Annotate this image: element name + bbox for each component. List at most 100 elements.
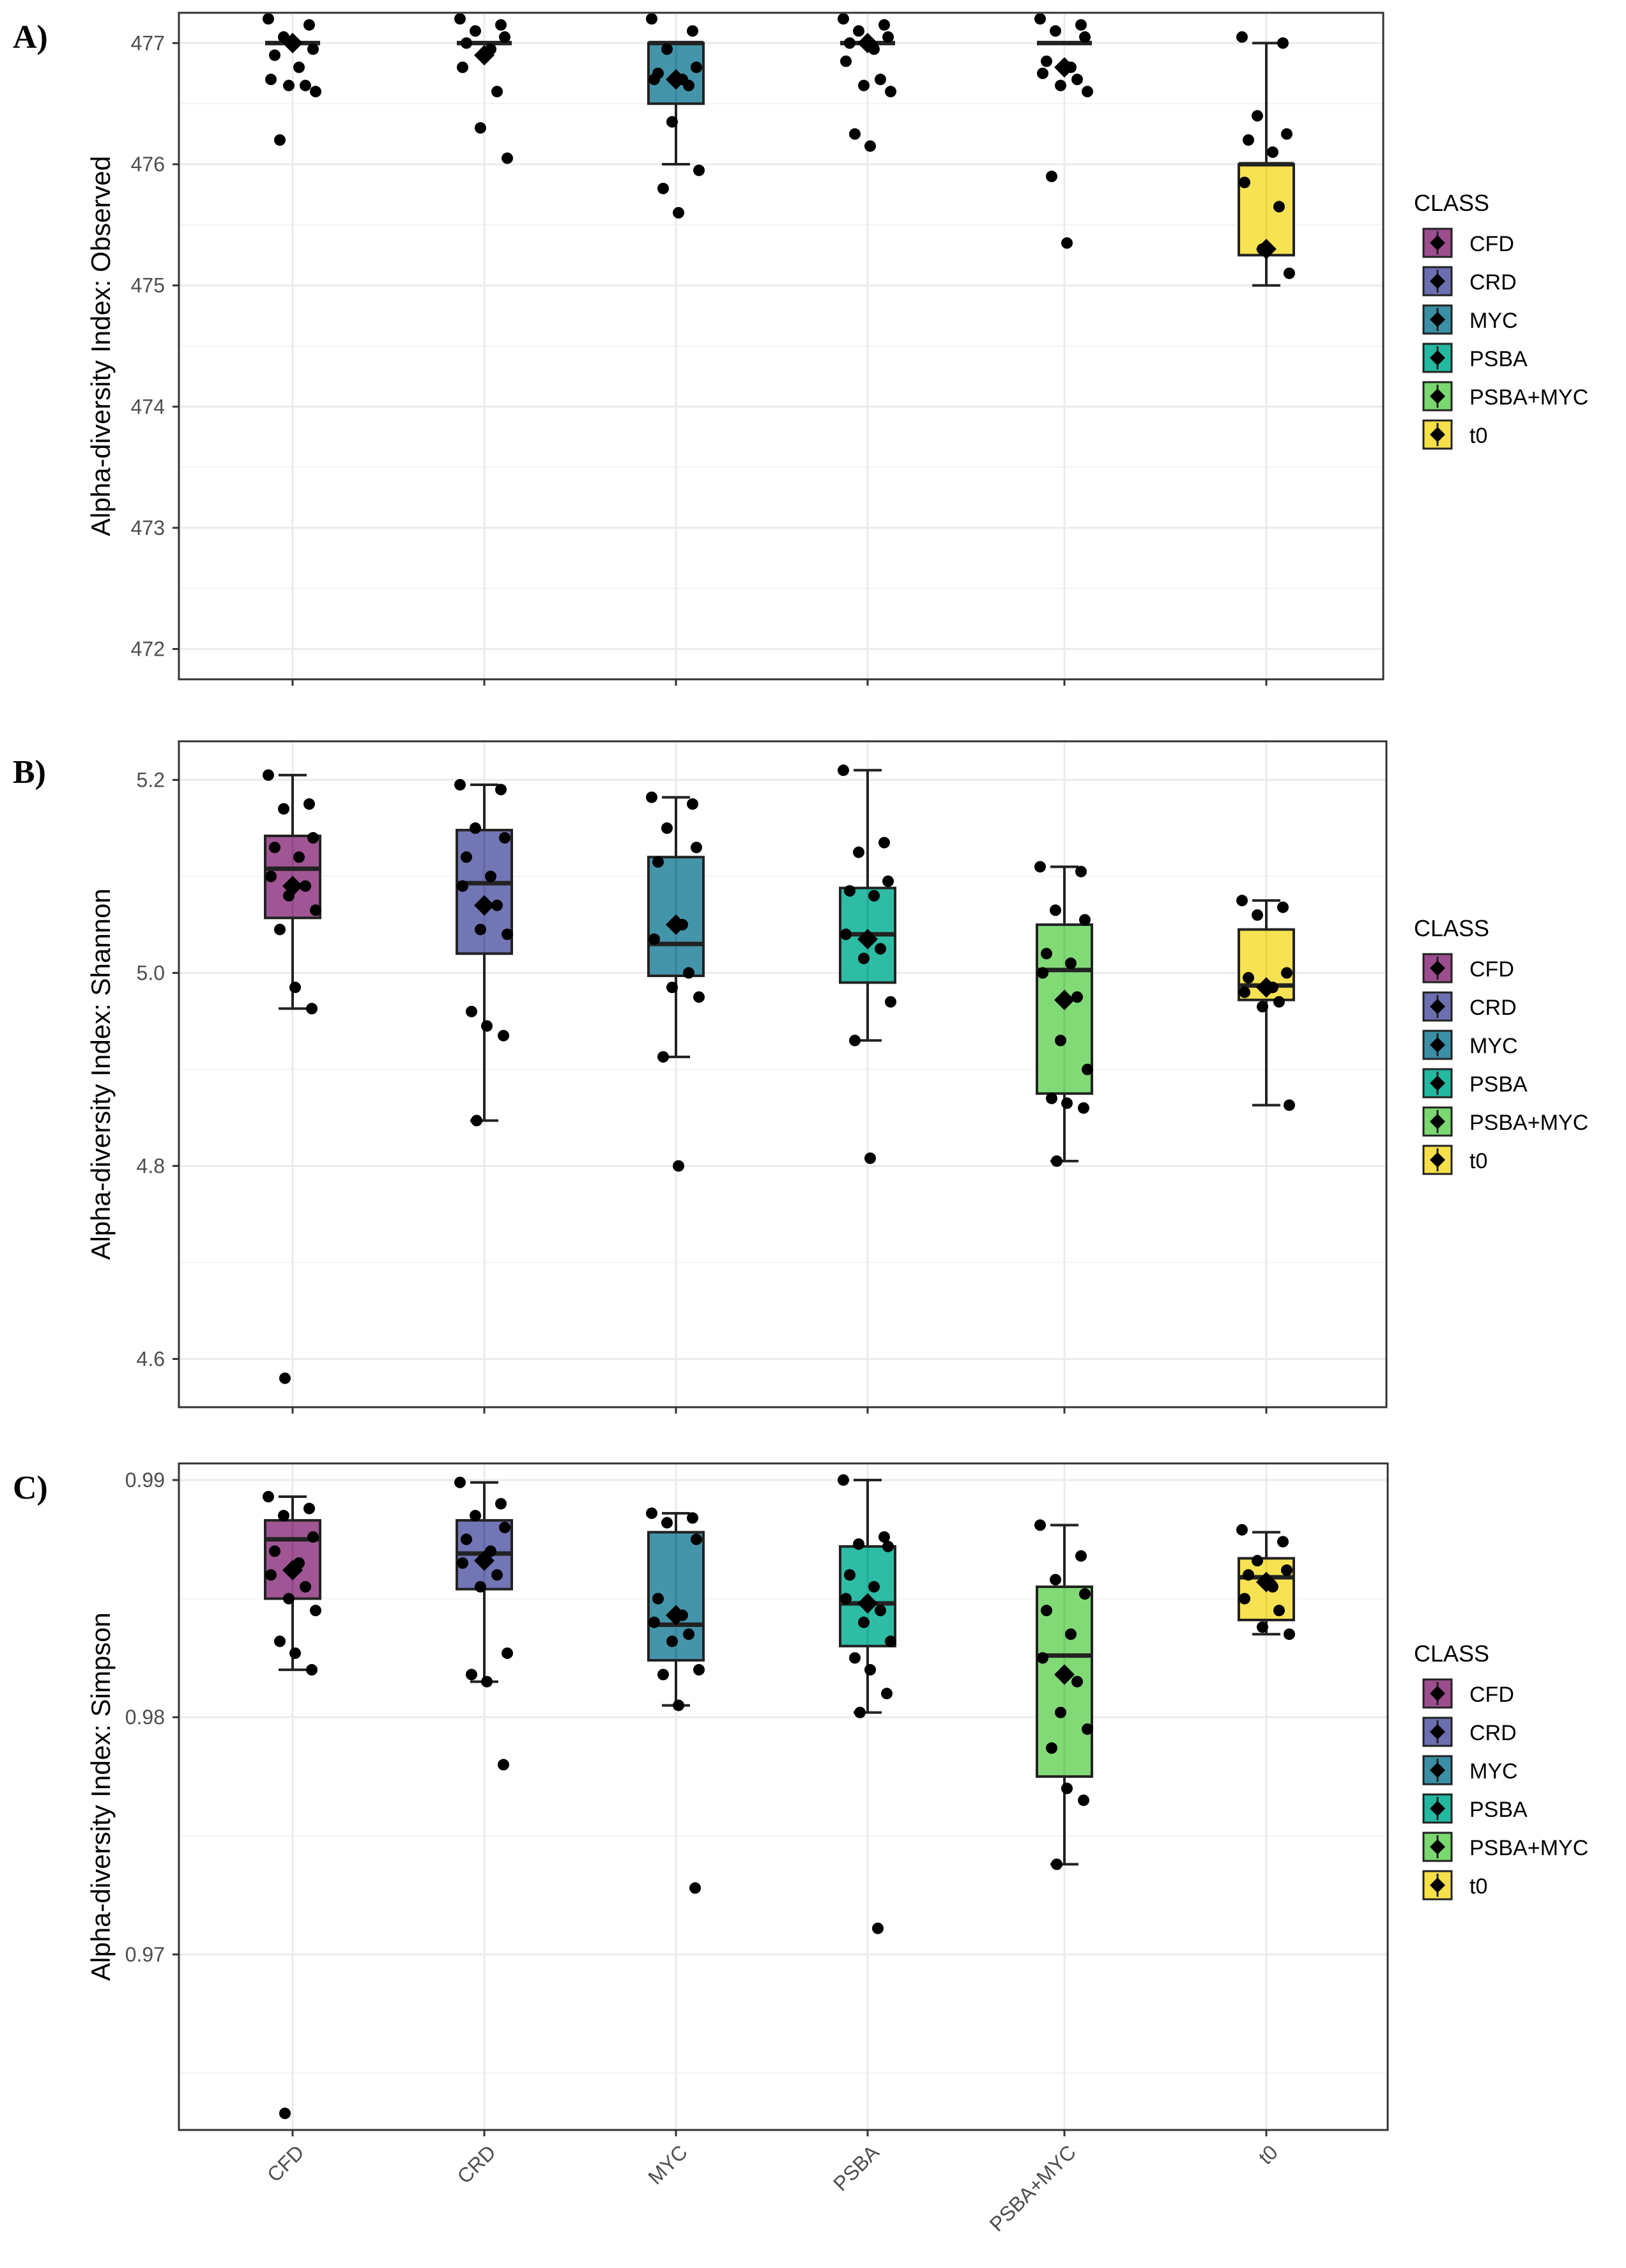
panel-a: A) 472 473 474 475 476 477 Alpha-diversity Inde… [13,12,1588,686]
legend-entry: MYC [1422,1755,1518,1786]
data-point [1079,1588,1091,1600]
data-point [1037,1652,1048,1664]
data-point [495,783,507,796]
legend-entry: PSBA+MYC [1422,381,1588,412]
legend-key-diamond [1430,1839,1445,1855]
data-point [475,923,486,936]
legend-label: PSBA [1469,1072,1528,1097]
data-point [457,1557,468,1569]
boxplot-myc [646,791,705,1172]
boxplot-psba [838,764,896,1164]
legend-label: t0 [1469,1874,1487,1899]
legend-entry: PSBA+MYC [1422,1832,1588,1862]
data-point [840,1593,852,1605]
mean-marker [1054,989,1075,1010]
legend-key-diamond [1430,235,1445,251]
data-point [875,943,886,955]
boxplot-cfd [263,769,321,1384]
legend-title: CLASS [1414,1640,1489,1667]
data-point [858,1616,870,1628]
legend-label: MYC [1469,309,1518,333]
data-point [1273,996,1285,1008]
data-point [849,1652,861,1664]
data-point [1281,128,1292,140]
legend-key-diamond [1430,1878,1445,1893]
data-point [289,982,301,994]
data-point [849,128,861,140]
data-point [1051,1858,1062,1871]
data-point [303,798,315,810]
legend-label: PSBA+MYC [1469,1836,1588,1860]
data-point [1079,31,1091,43]
data-point [499,1522,510,1534]
panel-c: C) 0.97 0.98 0.99 Alpha-diversity Index: Sim… [13,1462,1588,2136]
data-point [283,1593,295,1605]
legend: CLASS CFD CRD MYC PSBA PSBA+MYC t0 [1414,1640,1588,1901]
data-point [1071,73,1083,86]
data-point [274,134,286,146]
data-point [498,1030,509,1042]
mean-marker [857,1593,878,1614]
data-point [499,832,510,844]
data-point [687,25,698,37]
legend-entry: PSBA [1422,1068,1528,1099]
data-point [502,152,513,164]
data-point [1079,914,1091,926]
legend-entry: t0 [1422,419,1487,450]
data-point [1239,1593,1250,1605]
data-point [1277,1536,1289,1548]
data-point [454,13,466,25]
data-point [1257,1001,1268,1013]
data-point [840,55,852,67]
data-point [1082,86,1093,98]
data-point [1236,1524,1248,1536]
data-point [300,1581,311,1593]
data-point [646,1507,657,1519]
data-point [466,1005,477,1017]
y-tick-label: 473 [131,516,165,539]
data-point [481,1020,493,1032]
data-point [307,1531,319,1543]
gridlines [179,741,1386,1407]
plot-area [263,13,1295,287]
data-point [274,923,286,936]
data-point [502,1647,513,1659]
data-point [878,19,890,31]
data-point [471,1115,482,1127]
legend-label: CFD [1469,1683,1514,1707]
data-point [646,13,657,25]
data-point [1257,1621,1268,1633]
legend-title: CLASS [1414,190,1489,216]
legend-key-diamond [1430,312,1445,327]
data-point [279,2108,291,2120]
legend: CLASS CFD CRD MYC PSBA PSBA+MYC t0 [1414,915,1588,1175]
legend-key-diamond [1430,427,1445,442]
data-point [1065,957,1077,969]
y-tick-label: 4.6 [137,1347,165,1370]
data-point [1284,267,1295,279]
panel-border [178,740,1388,1408]
legend-label: MYC [1469,1759,1518,1784]
x-tick-label: CFD [263,2140,309,2186]
boxplot-crd [454,13,513,164]
legend-label: PSBA+MYC [1469,1111,1588,1135]
legend-label: t0 [1469,1149,1487,1173]
data-point [661,822,673,834]
data-point [1277,901,1289,913]
data-point [683,79,694,91]
mean-marker [282,1560,303,1581]
data-point [693,991,705,1003]
data-point [691,842,702,854]
data-point [1071,1676,1083,1688]
data-point [693,164,705,176]
data-point [475,1581,486,1593]
mean-marker [666,914,686,935]
panel-b: B) 4.6 4.8 5.0 5.2 Alpha-diversity Index: Sha… [13,740,1588,1414]
gridlines [179,1463,1388,2130]
data-point [265,73,277,86]
data-point [689,1882,701,1894]
legend-entry: CRD [1422,266,1517,297]
data-point [265,1569,277,1581]
boxplot-cfd [263,13,321,146]
legend-key-diamond [1430,274,1445,289]
